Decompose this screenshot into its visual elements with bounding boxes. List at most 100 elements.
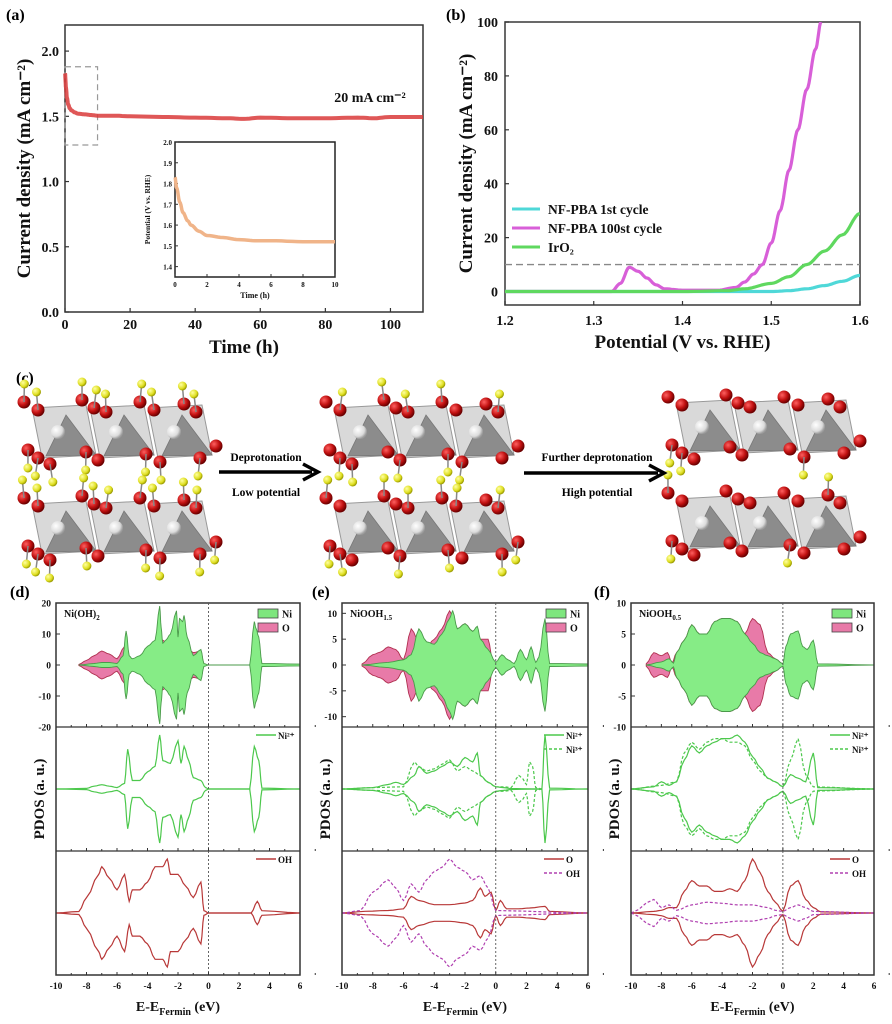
oxygen-atom <box>735 448 749 462</box>
arrow-deprotonation <box>219 462 322 482</box>
hydrogen-atom <box>155 571 165 581</box>
hydrogen-atom <box>436 379 446 389</box>
plot-frame <box>504 21 861 306</box>
oxygen-atom <box>675 542 689 556</box>
hydrogen-atom <box>193 471 203 481</box>
x-tick-label: -6 <box>688 982 696 992</box>
y-tick-label: 100 <box>477 16 498 31</box>
nickel-atom <box>51 425 65 439</box>
hydrogen-atom <box>21 559 31 569</box>
x-tick-label: -10 <box>336 982 349 992</box>
oxygen-atom <box>723 440 737 454</box>
inset-y-tick-label: 1.8 <box>163 181 172 189</box>
y-tick-label: 10 <box>617 600 627 610</box>
highlight-box <box>64 66 99 146</box>
hydrogen-atom <box>31 387 41 397</box>
oxygen-atom <box>743 496 757 510</box>
y-tick-label: -10 <box>324 713 337 723</box>
oxygen-atom <box>479 493 493 507</box>
oxygen-atom <box>455 551 469 565</box>
hydrogen-atom <box>156 475 166 485</box>
oxygen-atom <box>449 403 463 417</box>
y-axis-label: Current density (mA cm⁻²) <box>456 54 477 274</box>
x-axis-label: E-EFermin (eV) <box>423 1000 507 1018</box>
x-tick-label: 4 <box>267 982 272 992</box>
x-tick-label: 1.2 <box>496 314 514 329</box>
compound-subscript: 2 <box>96 614 100 622</box>
pdos-curve-up-bottom-0 <box>631 857 874 914</box>
oxygen-atom <box>675 494 689 508</box>
y-tick-label: 0.5 <box>42 241 60 256</box>
pdos-area-ni <box>646 618 874 712</box>
pdos-curve-up-middle-0 <box>342 734 588 790</box>
x-tick-label: -4 <box>144 982 152 992</box>
legend-swatch <box>545 622 567 633</box>
hydrogen-atom <box>782 558 792 568</box>
compound-subscript: 1.5 <box>383 614 392 622</box>
y-axis-label: Current density (mA cm⁻²) <box>14 59 35 279</box>
pdos-curve-down-bottom-0 <box>631 912 874 969</box>
hydrogen-atom <box>495 485 505 495</box>
inset-y-tick-label: 2.0 <box>163 139 172 147</box>
oxygen-atom <box>743 400 757 414</box>
hydrogen-atom <box>23 463 33 473</box>
y-tick-label: 0.0 <box>42 306 60 321</box>
inset-y-tick-label: 1.5 <box>163 243 172 251</box>
y-tick-label: 0 <box>332 662 337 672</box>
x-tick-label: 1.4 <box>674 314 692 329</box>
legend-label: Ni <box>856 610 866 621</box>
oxygen-atom <box>323 443 337 457</box>
pdos-curve-down-bottom-1 <box>631 912 874 928</box>
oxygen-atom <box>319 395 333 409</box>
plot-frame <box>64 24 424 313</box>
hydrogen-atom <box>377 377 387 387</box>
inset-series-line <box>173 176 335 244</box>
x-tick-label: 100 <box>380 318 401 333</box>
label-further-deprotonation: Further deprotonation <box>541 452 653 464</box>
pdos-curve-up-bottom-1 <box>342 858 588 914</box>
x-tick-label: 6 <box>872 982 877 992</box>
x-tick-label: 40 <box>188 318 202 333</box>
hydrogen-atom <box>403 485 413 495</box>
hydrogen-atom <box>436 475 446 485</box>
hydrogen-atom <box>177 381 187 391</box>
hydrogen-atom <box>100 389 110 399</box>
panel-label-f: (f) <box>594 584 610 601</box>
legend-label: O <box>570 624 578 635</box>
x-tick-label: 20 <box>123 318 137 333</box>
hydrogen-atom <box>324 559 334 569</box>
nickel-atom <box>811 420 825 434</box>
hydrogen-atom <box>338 567 348 577</box>
hydrogen-atom <box>178 477 188 487</box>
oxygen-atom <box>91 549 105 563</box>
legend-label: OH <box>566 869 580 879</box>
hydrogen-atom <box>798 470 808 480</box>
hydrogen-atom <box>393 473 403 483</box>
hydrogen-atom <box>452 483 462 493</box>
series-line-1 <box>505 22 823 294</box>
x-tick-label: 2 <box>237 982 242 992</box>
x-tick-label: 4 <box>841 982 846 992</box>
pdos-curve-down-middle-1 <box>342 788 543 820</box>
oxygen-atom <box>837 446 851 460</box>
chart-e-pdos-niooh-1-5: Ni²⁺ Ni³⁺ O OH -10 -8 -6 -4 -2 0 2 4 6 -10 -5 0 5 10 NiOOH… <box>318 602 604 1018</box>
hydrogen-atom <box>146 387 156 397</box>
pdos-curve-up-middle-0 <box>631 734 874 790</box>
legend-label: Ni³⁺ <box>566 745 583 755</box>
hydrogen-atom <box>511 555 521 565</box>
schematic-c-deprotonation: Deprotonation Low potential Further depr… <box>17 377 867 583</box>
legend-label: OH <box>852 869 866 879</box>
nickel-atom <box>695 420 709 434</box>
nickel-atom <box>411 425 425 439</box>
hydrogen-atom <box>676 466 686 476</box>
y-tick-label: 1.5 <box>42 110 60 125</box>
x-tick-label: -2 <box>749 982 757 992</box>
nickel-atom <box>411 521 425 535</box>
arrow-further-deprotonation <box>524 463 668 483</box>
x-tick-label: -8 <box>83 982 91 992</box>
pdos-curve-down-middle-0 <box>56 788 300 844</box>
y-tick-label: 20 <box>42 600 52 610</box>
pdos-area-ni <box>361 609 588 721</box>
inset-y-tick-label: 1.7 <box>163 201 172 209</box>
